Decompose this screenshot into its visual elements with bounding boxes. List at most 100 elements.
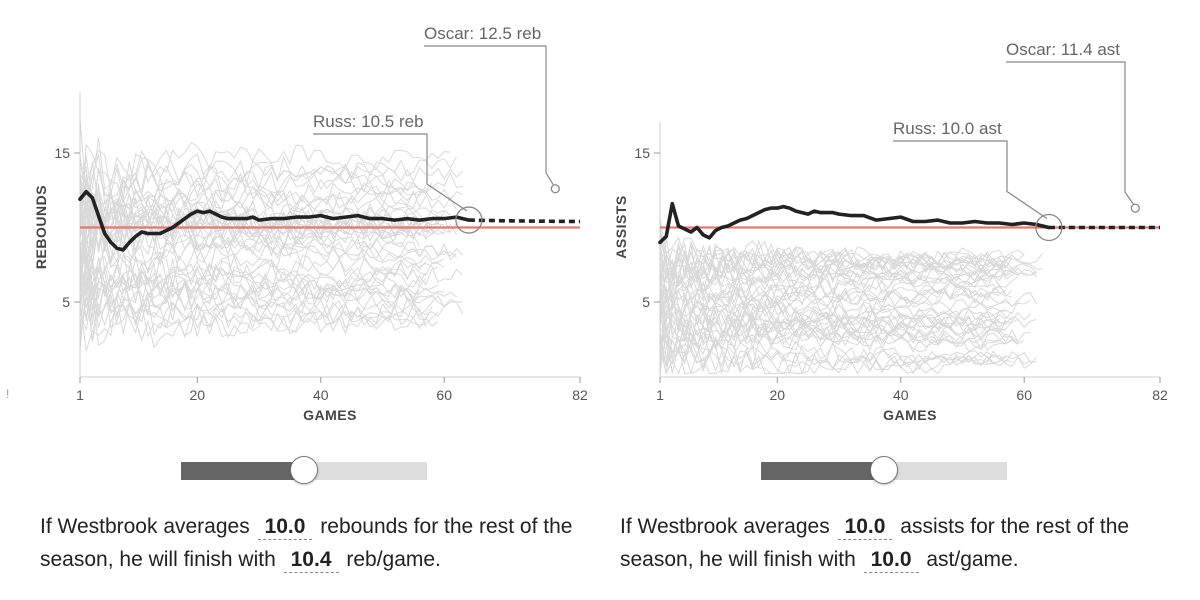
x-tick-label: 60 (1016, 387, 1032, 403)
background-trace (659, 244, 1013, 284)
assists-slider[interactable] (761, 456, 1007, 484)
x-axis-title: GAMES (883, 407, 937, 423)
russ-annotation-leader (893, 140, 1048, 219)
x-tick-label: 1 (76, 387, 84, 403)
russ-annotation-label: Russ: 10.5 reb (313, 112, 424, 131)
assists-slider-handle[interactable] (870, 456, 898, 484)
background-trace (659, 303, 1031, 365)
background-trace (659, 247, 1006, 285)
background-trace (659, 224, 1025, 277)
background-traces (659, 219, 1044, 376)
background-trace (659, 273, 1013, 323)
projection-line (468, 218, 581, 224)
background-trace (659, 325, 1019, 365)
assists-slider-fill (761, 462, 884, 480)
sentence-text: reb/game. (346, 548, 441, 571)
background-trace (79, 261, 457, 344)
background-trace (659, 290, 1000, 362)
background-trace (79, 229, 427, 295)
background-trace (79, 255, 445, 326)
x-tick-label: 20 (189, 387, 205, 403)
background-trace (659, 238, 1000, 304)
assists-panel: 15 5 1 20 40 60 82 ASSISTS GAMES Russ: 10.0 ast Os… (580, 0, 1180, 600)
x-tick-label: 82 (1152, 387, 1168, 403)
background-trace (79, 149, 463, 199)
background-trace (659, 232, 1006, 279)
background-trace (659, 268, 1013, 317)
background-trace (659, 301, 1006, 341)
rebounds-slider[interactable] (181, 456, 427, 484)
rebounds-slider-fill (181, 462, 304, 480)
background-trace (79, 227, 439, 311)
y-tick-label: 15 (54, 145, 70, 161)
sentence-text: If Westbrook averages (620, 515, 830, 538)
oscar-annotation-leader (424, 45, 554, 186)
x-tick-label: 40 (313, 387, 329, 403)
rebounds-input-value[interactable]: 10.0 (257, 515, 313, 540)
background-trace (79, 261, 433, 336)
rebounds-result-value: 10.4 (283, 548, 339, 573)
x-tick-label: 40 (893, 387, 909, 403)
x-axis-title: GAMES (303, 407, 357, 423)
oscar-annotation-label: Oscar: 11.4 ast (1006, 40, 1120, 59)
background-trace (79, 161, 427, 218)
background-trace (79, 210, 457, 315)
oscar-marker (1130, 203, 1140, 213)
background-trace (79, 164, 457, 215)
x-tick-label: 20 (769, 387, 785, 403)
background-trace (659, 336, 1031, 370)
rebounds-sentence: If Westbrook averages 10.0 rebounds for … (40, 510, 580, 576)
y-axis-title: REBOUNDS (33, 185, 49, 269)
y-tick-label: 5 (642, 294, 650, 310)
background-trace (79, 153, 457, 211)
sentence-text: ast/game. (926, 548, 1019, 571)
russ-annotation-label: Russ: 10.0 ast (893, 119, 1002, 138)
x-tick-label: 82 (572, 387, 588, 403)
edge-glyph: ! (6, 387, 9, 401)
background-trace (79, 119, 451, 197)
assists-input-value[interactable]: 10.0 (837, 515, 893, 540)
x-tick-label: 1 (656, 387, 664, 403)
background-trace (659, 277, 1037, 346)
rebounds-chart: 15 5 1 20 40 60 82 REBOUNDS GAMES Russ: 10.5 reb O… (6, 24, 588, 423)
background-trace (659, 240, 1007, 283)
current-point-marker (455, 206, 483, 234)
y-tick-label: 5 (62, 294, 70, 310)
background-trace (79, 207, 464, 298)
background-trace (79, 269, 427, 342)
rebounds-panel: 15 5 1 20 40 60 82 REBOUNDS GAMES Russ: 10.5 reb O… (6, 24, 588, 576)
background-trace (659, 288, 1019, 335)
russ-annotation-leader (313, 133, 468, 212)
y-tick-label: 15 (634, 145, 650, 161)
oscar-marker (550, 184, 560, 194)
background-trace (79, 203, 426, 252)
highlight-line (658, 201, 1051, 245)
sentence-text: rebounds for the rest of the season, he … (40, 515, 573, 571)
background-trace (79, 259, 439, 318)
sentence-text: assists for the rest of the season, he w… (620, 515, 1130, 571)
background-trace (659, 335, 1037, 375)
background-trace (79, 164, 420, 213)
background-trace (79, 143, 464, 226)
background-trace (79, 269, 439, 339)
x-tick-label: 60 (436, 387, 452, 403)
background-trace (79, 155, 463, 228)
highlight-line (78, 189, 471, 252)
rebounds-slider-handle[interactable] (290, 456, 318, 484)
background-trace (659, 253, 1007, 300)
background-trace (659, 345, 1037, 376)
assists-result-value: 10.0 (863, 548, 919, 573)
background-trace (79, 290, 464, 352)
background-trace (659, 288, 1019, 356)
oscar-annotation-label: Oscar: 12.5 reb (424, 24, 541, 43)
background-trace (659, 286, 1007, 360)
y-axis-title: ASSISTS (613, 195, 629, 258)
assists-chart: 15 5 1 20 40 60 82 ASSISTS GAMES Russ: 10.0 ast Os… (613, 40, 1168, 423)
assists-sentence: If Westbrook averages 10.0 assists for t… (620, 510, 1160, 576)
background-trace (79, 187, 445, 289)
current-point-marker (1035, 213, 1063, 242)
background-trace (79, 277, 439, 349)
background-trace (79, 207, 433, 287)
sentence-text: If Westbrook averages (40, 515, 250, 538)
background-trace (79, 263, 427, 320)
